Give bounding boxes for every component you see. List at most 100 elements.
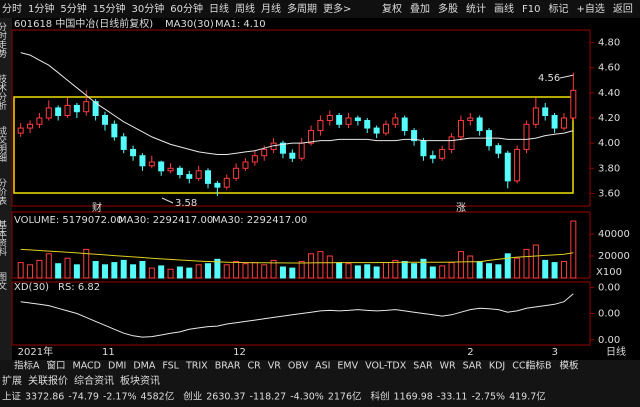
volume-bar bbox=[308, 253, 315, 279]
toolbar-tab[interactable]: 多周期 bbox=[287, 2, 317, 15]
volume-bar bbox=[251, 262, 258, 279]
sidebar-tab[interactable]: 图文 bbox=[0, 272, 7, 291]
candle-body bbox=[382, 123, 389, 134]
indicator-tab[interactable]: VR bbox=[268, 361, 281, 372]
status-item: 1169.98 bbox=[394, 392, 433, 403]
sidebar-tab[interactable]: 分价表 bbox=[0, 178, 7, 206]
x-tick-label: 12 bbox=[233, 347, 246, 358]
indicator-tab[interactable]: MACD bbox=[73, 361, 101, 372]
toolbar-tab[interactable]: 15分钟 bbox=[93, 2, 126, 15]
sidebar-tab[interactable]: 技术分析 bbox=[0, 73, 7, 111]
indicator-tab[interactable]: ASI bbox=[315, 361, 330, 372]
toolbar-button[interactable]: F10 bbox=[522, 4, 540, 15]
volume-bar bbox=[242, 263, 249, 279]
status-item: 上证 bbox=[2, 392, 22, 403]
candle-body bbox=[111, 123, 118, 138]
candle-body bbox=[120, 136, 127, 150]
y-tick-label: 4.60 bbox=[598, 63, 620, 74]
status-item: -74.79 bbox=[68, 392, 99, 403]
volume-bar bbox=[532, 244, 539, 279]
indicator-tab[interactable]: DMI bbox=[108, 361, 126, 372]
candle-body bbox=[83, 101, 90, 113]
toolbar-button[interactable]: 多股 bbox=[438, 2, 458, 15]
status-item: -2.75% bbox=[471, 392, 505, 403]
toolbar-button[interactable]: +自选 bbox=[576, 2, 604, 15]
indicator-tab[interactable]: BRAR bbox=[215, 361, 241, 372]
volume-bar bbox=[345, 263, 352, 279]
candle-body bbox=[176, 167, 183, 176]
indicator-tab[interactable]: CCI bbox=[512, 361, 528, 372]
status-item: 2176亿 bbox=[328, 391, 362, 403]
sidebar-tab[interactable]: 成交明细 bbox=[0, 125, 7, 162]
indicator-tab[interactable]: WR bbox=[440, 361, 456, 372]
candle-body bbox=[45, 107, 52, 119]
toolbar-tab[interactable]: 更多> bbox=[323, 2, 351, 15]
sidebar-tab[interactable]: 分时走势 bbox=[0, 22, 7, 59]
indicator-tab[interactable]: SAR bbox=[463, 361, 483, 372]
volume-bar bbox=[223, 264, 230, 279]
toolbar-tab[interactable]: 60分钟 bbox=[170, 2, 203, 15]
volume-bar bbox=[401, 261, 408, 279]
volume-bar bbox=[101, 264, 108, 279]
toolbar-bg bbox=[0, 0, 640, 18]
info-tab[interactable]: 综合资讯 bbox=[74, 374, 114, 387]
candle-body bbox=[27, 123, 34, 129]
volume-bar bbox=[92, 261, 99, 279]
indicator-tab[interactable]: FSL bbox=[162, 361, 179, 372]
candle-body bbox=[542, 107, 549, 116]
volume-bar bbox=[27, 264, 34, 279]
toolbar-button[interactable]: 叠加 bbox=[410, 3, 430, 15]
candle-body bbox=[261, 148, 268, 157]
volume-bar bbox=[429, 266, 436, 279]
toolbar-tab[interactable]: 分时 bbox=[2, 3, 22, 15]
indicator-label: XD(30) bbox=[14, 282, 49, 293]
indicator-tab[interactable]: 指标B bbox=[526, 360, 552, 372]
toolbar-button[interactable]: 返回 bbox=[613, 3, 633, 15]
toolbar-tab[interactable]: 周线 bbox=[235, 2, 255, 15]
ma-value: MA1: 4.10 bbox=[215, 19, 266, 30]
status-item: 创业 bbox=[183, 391, 202, 403]
volume-bar bbox=[570, 220, 577, 279]
indicator-tab[interactable]: TRIX bbox=[185, 361, 208, 372]
toolbar-button[interactable]: 统计 bbox=[466, 2, 486, 15]
volume-ma-label: MA30: 2292417.00 bbox=[212, 215, 307, 226]
candle-body bbox=[439, 148, 446, 159]
toolbar-tab[interactable]: 日线 bbox=[209, 2, 229, 15]
indicator-tab[interactable]: VOL-TDX bbox=[365, 361, 407, 372]
volume-bar bbox=[36, 259, 43, 279]
candle-body bbox=[242, 161, 249, 169]
toolbar-tab[interactable]: 1分钟 bbox=[28, 2, 54, 15]
indicator-tab[interactable]: OBV bbox=[288, 361, 309, 372]
toolbar-button[interactable]: 标记 bbox=[548, 3, 568, 15]
indicator-tab[interactable]: 模板 bbox=[560, 360, 580, 372]
volume-bar bbox=[111, 262, 118, 279]
toolbar-button[interactable]: 复权 bbox=[382, 2, 402, 15]
y-tick-label: 40000 bbox=[598, 229, 630, 240]
toolbar-tab[interactable]: 5分钟 bbox=[60, 2, 86, 15]
indicator-tab[interactable]: EMV bbox=[337, 361, 358, 372]
indicator-tab[interactable]: KDJ bbox=[489, 361, 505, 372]
volume-bar bbox=[476, 261, 483, 279]
volume-bar bbox=[420, 258, 427, 279]
candle-body bbox=[36, 117, 43, 125]
info-tab[interactable]: 扩展 bbox=[2, 374, 22, 387]
footer-bg bbox=[0, 360, 640, 407]
toolbar-tab[interactable]: 30分钟 bbox=[131, 2, 164, 15]
indicator-tab[interactable]: 窗口 bbox=[47, 360, 66, 372]
indicator-tab[interactable]: DMA bbox=[133, 361, 156, 372]
indicator-tab[interactable]: SAR bbox=[413, 361, 433, 372]
volume-bar bbox=[167, 268, 174, 279]
y-tick-label: 3.60 bbox=[598, 188, 620, 199]
sidebar-tab[interactable]: 基本资料 bbox=[0, 219, 7, 257]
x-tick-label: 11 bbox=[102, 347, 115, 358]
info-tab[interactable]: 关联报价 bbox=[28, 374, 68, 387]
ma-line bbox=[20, 52, 574, 155]
indicator-tab[interactable]: 指标A bbox=[14, 360, 40, 372]
info-tab[interactable]: 板块资讯 bbox=[120, 374, 160, 387]
indicator-tab[interactable]: CR bbox=[248, 361, 262, 372]
toolbar-tab[interactable]: 月线 bbox=[261, 2, 281, 15]
toolbar-button[interactable]: 画线 bbox=[494, 2, 514, 15]
candle-body bbox=[364, 120, 371, 129]
candle-body bbox=[233, 167, 240, 179]
